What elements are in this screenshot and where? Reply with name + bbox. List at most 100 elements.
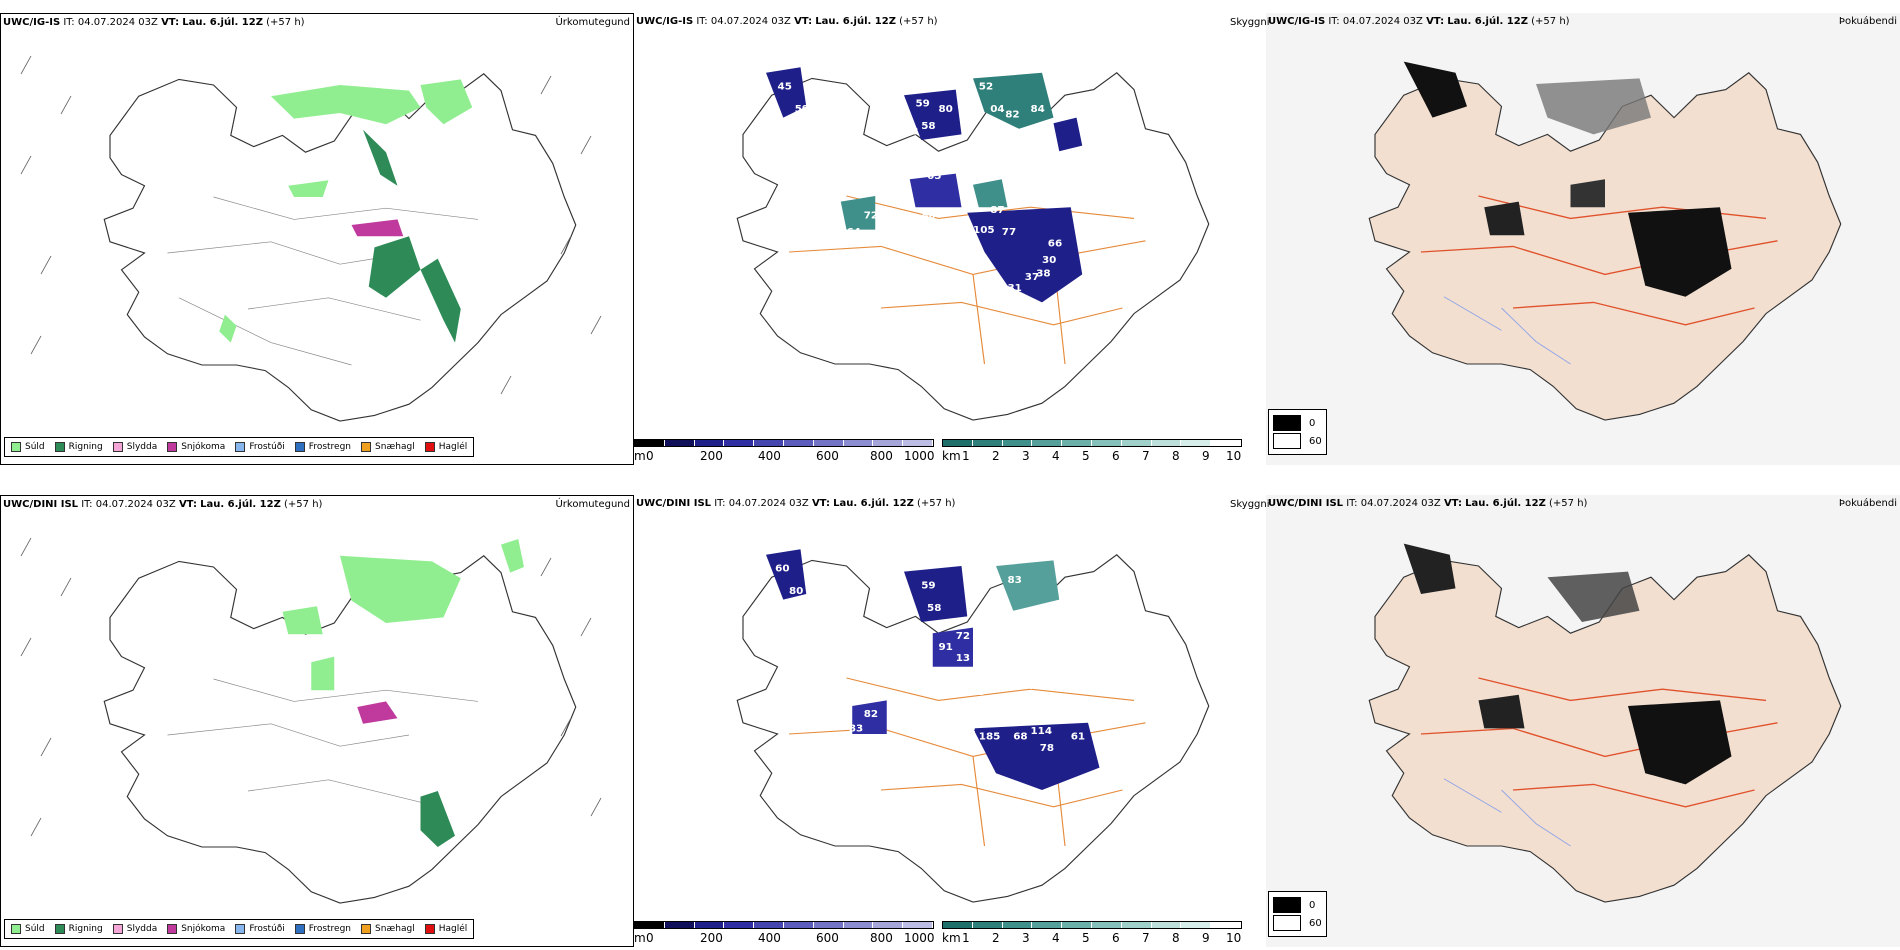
colorbar-tick: 4 (1052, 449, 1060, 463)
ceiling-value: 58 (927, 603, 941, 614)
colorbar-tick: 9 (1202, 931, 1210, 945)
ceiling-value: 61 (1071, 732, 1085, 743)
ceiling-value: 105 (973, 225, 995, 236)
ceiling-value: 72 (956, 631, 970, 642)
legend-item: Frostregn (294, 924, 351, 934)
fog-legend: 0 60 (1268, 409, 1327, 455)
colorbar-tick: 5 (1082, 931, 1090, 945)
precip-legend: Súld Rigning Slydda Snjókoma Frostúði Fr… (4, 919, 475, 939)
legend-item: 0 (1273, 415, 1322, 431)
fog-legend: 0 60 (1268, 891, 1327, 937)
panel-title: UWC/DINI ISL IT: 04.07.2024 03Z VT: Lau.… (3, 499, 323, 510)
ceiling-value: 13 (956, 653, 970, 664)
colorbar-tick: 1000 (904, 449, 935, 463)
colorbar-tick: 1 (962, 931, 970, 945)
legend-item: Haglél (424, 442, 467, 452)
ceiling-value: 04 (990, 104, 1004, 115)
colorbar-tick: 10 (1226, 931, 1242, 945)
legend-item: 60 (1273, 433, 1322, 449)
ceiling-value: 87 (990, 205, 1004, 216)
fog-map (1368, 543, 1842, 903)
precip-legend: Súld Rigning Slydda Snjókoma Frostúði Fr… (4, 437, 475, 457)
fog-map (1368, 61, 1842, 421)
ceiling-visibility-panel-bottom: UWC/DINI ISL IT: 04.07.2024 03Z VT: Lau.… (634, 495, 1266, 947)
ceiling-value: 52 (979, 82, 993, 93)
ceiling-value: 73 (1008, 188, 1022, 199)
ceiling-value: 86 (921, 211, 935, 222)
ceiling-value: 83 (849, 724, 863, 735)
precip-panel-bottom: UWC/DINI ISL IT: 04.07.2024 03Z VT: Lau.… (0, 495, 634, 947)
ceiling-value: 74 (1019, 681, 1033, 692)
ceiling-value: 64 (847, 227, 861, 238)
legend-item: Súld (11, 924, 45, 934)
colorbar-tick: 400 (758, 449, 781, 463)
ceiling-value: 66 (1048, 239, 1062, 250)
colorbar-tick: 8 (1172, 931, 1180, 945)
ceiling-value: 63 (904, 127, 918, 138)
colorbar-tick: 3 (1022, 931, 1030, 945)
colorbar-tick: 5 (1082, 449, 1090, 463)
ceiling-value: 57 (870, 127, 884, 138)
fog-panel-top: UWC/IG-IS IT: 04.07.2024 03Z VT: Lau. 6.… (1266, 13, 1900, 465)
ceiling-value: 77 (1002, 227, 1016, 238)
colorbar-tick: 10 (1226, 449, 1242, 463)
ceiling-value: 82 (864, 709, 878, 720)
legend-item: 0 (1273, 897, 1322, 913)
ceiling-value: 78 (1040, 743, 1054, 754)
colorbar-tick: 2 (992, 449, 1000, 463)
ceiling-value: 37 (1025, 272, 1039, 283)
colorbar-tick: 4 (1052, 931, 1060, 945)
legend-item: Snjókoma (167, 442, 225, 452)
ceiling-value: 80 (939, 104, 953, 115)
ceiling-value: 45 (778, 82, 792, 93)
ceiling-value: 80 (789, 586, 803, 597)
ceiling-value: 15 (971, 687, 985, 698)
ceiling-value: 59 (916, 99, 930, 110)
ceiling-value: 72 (864, 211, 878, 222)
ceiling-map: 60 80 59 58 83 91 72 25 13 74 76 131 102… (736, 549, 1210, 903)
ceiling-value: 25 (973, 634, 987, 645)
colorbar-unit: m (634, 449, 646, 463)
legend-item: Rigning (54, 442, 103, 452)
colorbar-tick: 6 (1112, 449, 1120, 463)
precip-map (20, 55, 602, 422)
colorbar-tick: 400 (758, 931, 781, 945)
ceiling-value: 59 (921, 581, 935, 592)
ceiling-value: 58 (921, 121, 935, 132)
colorbar-tick: 600 (816, 449, 839, 463)
colorbar-tick: 1000 (904, 931, 935, 945)
colorbar-unit: km (942, 931, 961, 945)
ceiling-value: 59 (795, 104, 809, 115)
ceiling-value: 83 (1008, 575, 1022, 586)
colorbar-tick: 0 (646, 931, 654, 945)
precip-map (20, 537, 602, 904)
legend-item: 60 (1273, 915, 1322, 931)
legend-item: Snjókoma (167, 924, 225, 934)
ceiling-colorbar: m 0 200 400 600 800 1000 (634, 921, 935, 947)
ceiling-value: 68 (1013, 732, 1027, 743)
colorbar-unit: m (634, 931, 646, 945)
ceiling-value: 38 (1036, 269, 1050, 280)
ceiling-value: 185 (979, 732, 1001, 743)
ceiling-value: 65 (927, 171, 941, 182)
colorbar-tick: 3 (1022, 449, 1030, 463)
legend-item: Frostúði (235, 924, 285, 934)
colorbar-tick: 200 (700, 449, 723, 463)
panel-title: UWC/IG-IS IT: 04.07.2024 03Z VT: Lau. 6.… (636, 16, 938, 27)
ceiling-value: 131 (1071, 586, 1093, 597)
colorbar-tick: 1 (962, 449, 970, 463)
colorbar-tick: 7 (1142, 449, 1150, 463)
ceiling-value: 30 (1042, 255, 1056, 266)
ceiling-value: 102 (1002, 698, 1024, 709)
colorbar-tick: 200 (700, 931, 723, 945)
legend-item: Snæhagl (361, 442, 415, 452)
legend-item: Rigning (54, 924, 103, 934)
ceiling-value: 114 (1031, 726, 1053, 737)
colorbar-tick: 800 (870, 449, 893, 463)
panel-tag: Skyggni (1230, 499, 1270, 510)
colorbar-tick: 9 (1202, 449, 1210, 463)
panel-title: UWC/IG-IS IT: 04.07.2024 03Z VT: Lau. 6.… (1268, 16, 1570, 27)
legend-item: Slydda (112, 924, 157, 934)
panel-title: UWC/DINI ISL IT: 04.07.2024 03Z VT: Lau.… (636, 498, 956, 509)
legend-item: Snæhagl (361, 924, 415, 934)
